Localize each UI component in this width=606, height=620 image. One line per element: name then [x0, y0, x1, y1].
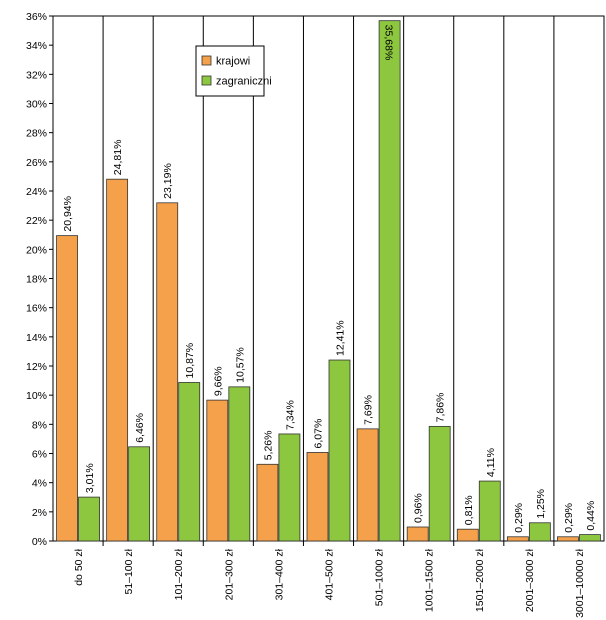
y-tick-label: 32%	[26, 69, 47, 81]
legend-box	[195, 45, 265, 97]
category-separators	[102, 16, 555, 546]
legend-swatch	[201, 75, 212, 86]
y-axis: 0% 2% 4% 6% 8% 10% 12% 14% 16% 18% 20% 22% 24% 26% 28%…	[26, 11, 53, 548]
bar-value-label: 24,81%	[112, 140, 124, 176]
legend-label: krajowi	[216, 56, 250, 68]
bar-zagraniczni	[278, 433, 301, 542]
bar-krajowi	[557, 536, 579, 542]
y-tick-label: 18%	[26, 274, 47, 286]
bar-value-label: 9,66%	[212, 366, 224, 396]
bar-value-label: 7,34%	[284, 400, 296, 430]
y-tick-label: 4%	[32, 478, 47, 490]
y-tick-label: 34%	[26, 40, 47, 52]
x-category-label: 401–500 zł	[324, 548, 336, 600]
x-category-label: 501–1000 zł	[374, 548, 386, 606]
y-tick-label: 14%	[26, 332, 47, 344]
y-tick-label: 0%	[32, 536, 47, 548]
bar-value-label: 0,29%	[563, 503, 575, 533]
bar-value-label: 7,86%	[435, 393, 447, 423]
bar-krajowi	[306, 452, 329, 542]
y-tick-label: 26%	[26, 157, 47, 169]
x-category-label: 301–400 zł	[273, 548, 285, 600]
bar-zagraniczni	[328, 359, 351, 542]
bar-krajowi	[206, 399, 229, 542]
y-tick-label: 2%	[32, 507, 47, 519]
y-tick-label: 24%	[26, 186, 47, 198]
x-category-label: 1001–1500 zł	[424, 548, 436, 612]
legend-swatch	[201, 55, 212, 66]
x-category-label: 101–200 zł	[173, 548, 185, 600]
bar-value-label: 6,07%	[313, 419, 325, 449]
bar-krajowi	[406, 526, 429, 542]
bar-labels: 20,94% 24,81% 23,19% 9,66% 5,26% 6,07% 7,69% 0,…	[62, 25, 597, 533]
y-tick-label: 6%	[32, 449, 47, 461]
bar-value-label: 5,26%	[262, 431, 274, 461]
x-category-label: 2001–3000 zł	[524, 548, 536, 612]
bar-krajowi	[356, 428, 379, 542]
y-tick-label: 8%	[32, 419, 47, 431]
bar-value-label: 3,01%	[84, 463, 96, 493]
x-category-label: 3001–10000 zł	[574, 548, 586, 618]
bar-value-label: 7,69%	[363, 395, 375, 425]
y-tick-label: 10%	[26, 390, 47, 402]
bars	[56, 20, 601, 542]
bar-krajowi	[506, 536, 529, 542]
bar-zagraniczni	[78, 496, 100, 542]
y-tick-label: 12%	[26, 361, 47, 373]
bar-zagraniczni	[579, 534, 601, 542]
y-tick-label: 30%	[26, 99, 47, 111]
y-tick-label: 28%	[26, 128, 47, 140]
bar-zagraniczni	[378, 20, 401, 542]
legend-label: zagraniczni	[216, 76, 272, 88]
bar-value-label: 35,68%	[383, 25, 395, 61]
x-category-label: do 50 zł	[73, 548, 85, 585]
y-tick-label: 36%	[26, 11, 47, 23]
bar-value-label: 12,41%	[335, 320, 347, 356]
bar-krajowi	[456, 528, 479, 542]
bar-value-label: 0,29%	[513, 503, 525, 533]
bar-zagraniczni	[478, 480, 501, 542]
bar-krajowi	[156, 202, 179, 542]
bar-value-label: 1,25%	[535, 489, 547, 519]
bar-krajowi	[256, 463, 279, 542]
bar-value-label: 0,96%	[413, 493, 425, 523]
bar-zagraniczni	[528, 522, 551, 542]
bar-zagraniczni	[228, 386, 251, 542]
x-category-label: 51–100 zł	[123, 548, 135, 594]
x-axis: do 50 zł 51–100 zł 101–200 zł 201–300 zł 301…	[73, 548, 586, 618]
bar-value-label: 6,46%	[134, 413, 146, 443]
x-category-label: 201–300 zł	[223, 548, 235, 600]
bar-krajowi	[56, 235, 78, 542]
bar-value-label: 10,57%	[234, 347, 246, 383]
bar-value-label: 0,44%	[585, 501, 597, 531]
legend: krajowi zagraniczni	[195, 45, 272, 97]
bar-value-label: 20,94%	[62, 196, 74, 232]
bar-value-label: 10,87%	[184, 343, 196, 379]
bar-value-label: 23,19%	[162, 163, 174, 199]
y-tick-label: 22%	[26, 215, 47, 227]
bar-zagraniczni	[428, 425, 451, 542]
bar-zagraniczni	[128, 446, 151, 542]
bar-krajowi	[106, 178, 129, 542]
bar-value-label: 0,81%	[463, 495, 475, 525]
y-tick-label: 16%	[26, 303, 47, 315]
bar-zagraniczni	[178, 382, 201, 542]
bar-value-label: 4,11%	[485, 448, 497, 477]
x-category-label: 1501–2000 zł	[474, 548, 486, 612]
y-tick-label: 20%	[26, 244, 47, 256]
